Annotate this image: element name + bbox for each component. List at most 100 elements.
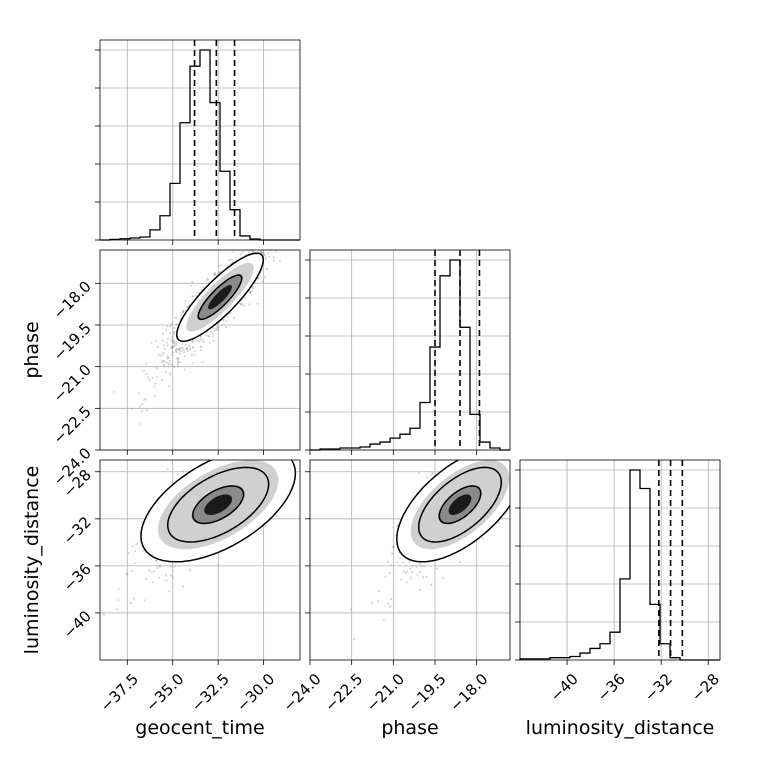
sample-point bbox=[264, 275, 267, 278]
sample-point bbox=[125, 573, 128, 576]
panel-frame bbox=[309, 459, 511, 661]
sample-point bbox=[218, 271, 221, 274]
sample-point bbox=[161, 353, 164, 356]
sample-point bbox=[172, 330, 176, 333]
sample-point bbox=[215, 327, 218, 330]
sample-point bbox=[153, 385, 156, 388]
sample-point bbox=[174, 343, 177, 346]
sample-point bbox=[420, 565, 423, 568]
sample-point bbox=[158, 564, 161, 567]
sample-point bbox=[248, 291, 251, 294]
density-contour bbox=[438, 485, 482, 525]
sample-point bbox=[264, 525, 267, 528]
sample-point bbox=[208, 335, 211, 338]
sample-point bbox=[168, 359, 171, 362]
sample-point bbox=[173, 326, 176, 330]
sample-point bbox=[392, 545, 395, 548]
sample-point bbox=[200, 335, 203, 338]
sample-point bbox=[154, 382, 157, 385]
sample-point bbox=[419, 571, 422, 574]
sample-point bbox=[183, 368, 186, 371]
sample-point bbox=[167, 363, 170, 366]
sample-point bbox=[189, 284, 192, 287]
sample-point bbox=[425, 575, 428, 578]
sample-point bbox=[150, 341, 153, 344]
sample-point bbox=[268, 255, 271, 258]
density-fill-core bbox=[204, 494, 233, 515]
sample-point bbox=[175, 351, 178, 354]
sample-point bbox=[184, 300, 187, 303]
sample-point bbox=[405, 581, 408, 584]
sample-point bbox=[442, 576, 445, 579]
sample-point bbox=[222, 323, 225, 326]
sample-point bbox=[176, 357, 179, 360]
sample-point bbox=[406, 570, 409, 574]
sample-point bbox=[173, 345, 176, 348]
sample-point bbox=[166, 344, 169, 347]
panel-frame bbox=[99, 249, 301, 451]
sample-point bbox=[191, 362, 194, 365]
sample-point bbox=[202, 285, 205, 288]
sample-point bbox=[378, 590, 381, 593]
sample-point bbox=[171, 576, 175, 579]
sample-point bbox=[118, 588, 121, 591]
sample-point bbox=[214, 273, 217, 276]
sample-point bbox=[130, 407, 134, 410]
sample-point bbox=[399, 578, 403, 581]
histogram-panel-phase bbox=[305, 249, 511, 451]
sample-point bbox=[181, 585, 185, 588]
sample-point bbox=[180, 314, 183, 317]
sample-point bbox=[163, 359, 166, 363]
sample-point bbox=[176, 357, 180, 360]
sample-point bbox=[415, 565, 418, 569]
sample-point bbox=[421, 576, 425, 579]
sample-point bbox=[389, 605, 392, 608]
sample-point bbox=[131, 570, 134, 573]
sample-point bbox=[177, 360, 180, 363]
sample-point bbox=[157, 353, 160, 356]
density-fill-core bbox=[208, 285, 232, 310]
sample-point bbox=[208, 341, 212, 344]
sample-point bbox=[178, 347, 181, 350]
sample-point bbox=[174, 341, 177, 344]
sample-point bbox=[410, 576, 413, 579]
sample-point bbox=[212, 326, 215, 330]
sample-point bbox=[191, 341, 194, 344]
sample-point bbox=[249, 290, 252, 293]
sample-point bbox=[182, 310, 185, 313]
sample-point bbox=[140, 521, 143, 524]
sample-point bbox=[430, 473, 433, 477]
sample-point bbox=[141, 403, 144, 406]
sample-point bbox=[197, 291, 200, 294]
sample-point bbox=[169, 362, 172, 365]
sample-point bbox=[165, 573, 168, 577]
sample-point bbox=[200, 288, 203, 291]
sample-point bbox=[113, 390, 116, 393]
sample-point bbox=[172, 341, 175, 345]
sample-point bbox=[220, 264, 223, 267]
sample-point bbox=[178, 348, 181, 351]
sample-point bbox=[205, 277, 209, 280]
panel-frame bbox=[519, 459, 721, 661]
density-fill-core bbox=[448, 494, 472, 515]
sample-point bbox=[169, 565, 172, 568]
scatter-panel-geocent_time-luminosity_distance bbox=[99, 459, 301, 661]
density-contour bbox=[166, 466, 270, 543]
sample-point bbox=[191, 295, 194, 298]
sample-point bbox=[167, 361, 170, 364]
sample-point bbox=[265, 267, 268, 270]
sample-point bbox=[183, 355, 186, 358]
sample-point bbox=[201, 361, 204, 364]
sample-point bbox=[213, 329, 216, 332]
sample-point bbox=[201, 338, 204, 341]
sample-point bbox=[155, 559, 158, 562]
density-contour bbox=[176, 252, 264, 343]
sample-point bbox=[382, 619, 385, 622]
sample-point bbox=[171, 336, 174, 339]
sample-point bbox=[150, 571, 153, 574]
sample-point bbox=[139, 422, 142, 426]
sample-point bbox=[213, 272, 216, 275]
histogram-step bbox=[100, 49, 300, 241]
density-contour bbox=[417, 466, 503, 543]
sample-point bbox=[251, 250, 254, 253]
